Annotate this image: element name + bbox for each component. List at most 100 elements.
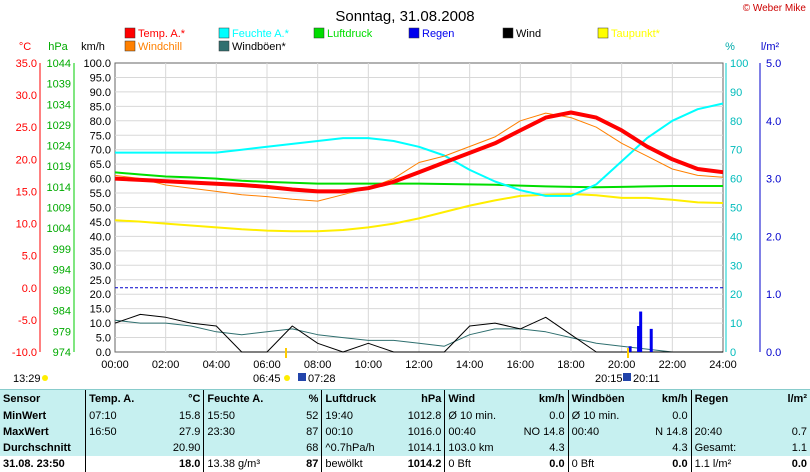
time-tick-label: 04:00	[203, 359, 231, 371]
wind-tick-label: 15.0	[90, 304, 111, 316]
rain-unit: l/m²	[761, 41, 780, 53]
gust-value: N 14.8	[655, 426, 688, 438]
legend-label: Wind	[516, 28, 541, 40]
wind-tick-label: 35.0	[90, 246, 111, 258]
row-label: MinWert	[3, 410, 47, 422]
legend-swatch	[124, 40, 136, 52]
weather-state: bewölkt	[321, 456, 399, 472]
wind-tick-label: 50.0	[90, 203, 111, 215]
time-tick-label: 12:00	[405, 359, 433, 371]
humidity-tick-label: 20	[730, 289, 742, 301]
wind-tick-label: 80.0	[90, 116, 111, 128]
pressure-tick-label: 984	[53, 306, 71, 318]
temp-time	[85, 456, 151, 472]
rain-time	[690, 408, 760, 424]
header-humid: Feuchte A.	[203, 390, 289, 408]
humidity-tick-label: 0	[730, 347, 736, 359]
humidity-tick-label: 90	[730, 87, 742, 99]
rain-tick-label: 2.0	[766, 231, 781, 243]
rain-bar	[637, 325, 641, 352]
time-tick-label: 00:00	[101, 359, 129, 371]
legend-swatch	[218, 40, 230, 52]
temp-value: 15.8	[179, 410, 201, 422]
wind-bft: 0 Bft	[444, 456, 513, 472]
rain-value	[760, 408, 810, 424]
press-value: 1014.2	[398, 456, 445, 472]
moon-icon	[298, 373, 306, 381]
wind-tick-label: 100.0	[83, 58, 111, 70]
temp-tick-label: 10.0	[16, 219, 37, 231]
wind-tick-label: 65.0	[90, 159, 111, 171]
humid-value: 68	[306, 442, 319, 454]
sun-icon	[284, 375, 290, 381]
press-value: 1014.1	[407, 442, 442, 454]
press-time: 19:40	[321, 408, 399, 424]
pressure-tick-label: 979	[53, 326, 71, 338]
humid-time: 15:50	[203, 408, 289, 424]
rain-time: 20:40	[690, 424, 760, 440]
time-tick-label: 20:00	[608, 359, 636, 371]
wind-unit: km/h	[81, 41, 105, 53]
pressure-tick-label: 1009	[47, 203, 71, 215]
humid-value: 87	[288, 456, 322, 472]
temp-tick-label: 30.0	[16, 90, 37, 102]
wind-tick-label: 5.0	[96, 333, 111, 345]
row-label: 31.08. 23:50	[0, 456, 86, 472]
wind-tick-label: 70.0	[90, 145, 111, 157]
temp-tick-label: -5.0	[18, 315, 37, 327]
time-tick-label: 18:00	[557, 359, 585, 371]
stats-row-current: 31.08. 23:50 18.0 13.38 g/m³ 87 bewölkt …	[0, 456, 810, 472]
chart-title: Sonntag, 31.08.2008	[335, 8, 474, 25]
legend-label: Luftdruck	[327, 28, 373, 40]
row-label: MaxWert	[3, 426, 49, 438]
pressure-tick-label: 1034	[47, 99, 71, 111]
wind-time: Ø 10 min.	[444, 408, 513, 424]
legend-label: Regen	[422, 28, 454, 40]
gust-time: 00:40	[567, 424, 636, 440]
wind-distance: 103.0 km	[444, 440, 513, 456]
rain-tick-label: 3.0	[766, 174, 781, 186]
moon-icon	[623, 373, 631, 381]
pressure-tick-label: 994	[53, 264, 71, 276]
temp-tick-label: 35.0	[16, 58, 37, 70]
press-value: 1012.8	[407, 410, 442, 422]
pressure-tick-label: 1024	[47, 141, 71, 153]
wind-tick-label: 20.0	[90, 289, 111, 301]
wind-value: 4.3	[549, 442, 565, 454]
temp-value: 20.90	[172, 442, 201, 454]
humidity-tick-label: 70	[730, 145, 742, 157]
humidity-unit: %	[725, 41, 735, 53]
weather-chart: Sonntag, 31.08.2008 © Weber Mike Temp. A…	[12, 3, 807, 385]
wind-tick-label: 25.0	[90, 275, 111, 287]
humid-value: 87	[306, 426, 319, 438]
humid-time	[203, 440, 289, 456]
windchill-line	[114, 112, 724, 202]
temp-tick-label: 0.0	[22, 283, 37, 295]
pressure-tick-label: 1004	[47, 223, 71, 235]
temp-unit: °C	[19, 41, 31, 53]
header-press-unit: hPa	[421, 393, 442, 405]
wind-tick-label: 55.0	[90, 188, 111, 200]
humidity-tick-label: 100	[730, 58, 748, 70]
header-gust-unit: km/h	[661, 393, 688, 405]
temp-time: 07:10	[85, 408, 151, 424]
time-tick-label: 16:00	[507, 359, 535, 371]
rain-value: 1.1	[791, 442, 807, 454]
header-wind: Wind	[444, 390, 513, 408]
pressure-unit: hPa	[48, 41, 68, 53]
time-tick-label: 02:00	[152, 359, 180, 371]
wind-value: 0.0	[512, 456, 569, 472]
legend-label: Temp. A.*	[138, 28, 186, 40]
humid-value: 52	[306, 410, 319, 422]
rain-bar	[639, 311, 643, 352]
wind-tick-label: 75.0	[90, 130, 111, 142]
temp-tick-label: 25.0	[16, 122, 37, 134]
rain-tick-label: 1.0	[766, 289, 781, 301]
humid-time: 23:30	[203, 424, 289, 440]
wind-tick-label: 40.0	[90, 231, 111, 243]
rain-tick-label: 0.0	[766, 347, 781, 359]
legend-swatch	[124, 27, 136, 39]
rain-bar	[649, 328, 653, 352]
wind-tick-label: 10.0	[90, 318, 111, 330]
pressure-tick-label: 1044	[47, 58, 71, 70]
